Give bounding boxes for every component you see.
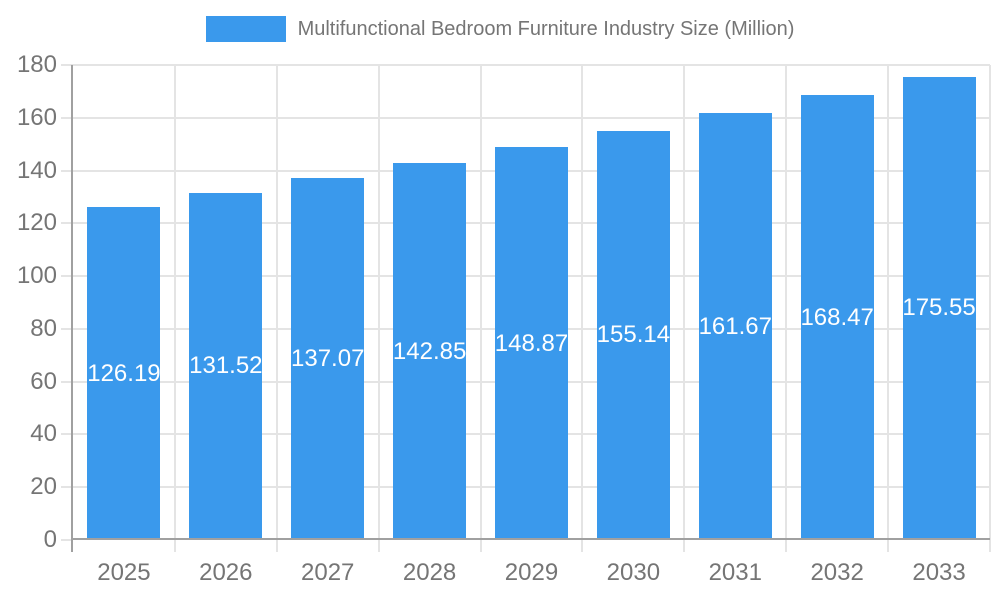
- x-axis-tick-label: 2033: [912, 559, 966, 586]
- x-axis-tick-label: 2031: [708, 559, 762, 586]
- y-axis-tick: [61, 327, 73, 330]
- y-axis-tick: [61, 64, 73, 66]
- gridline-vertical: [173, 65, 176, 552]
- gridline-vertical: [479, 65, 482, 552]
- legend: Multifunctional Bedroom Furniture Indust…: [0, 16, 1000, 42]
- x-axis-tick-label: 2025: [97, 559, 151, 586]
- y-axis-tick-label: 140: [16, 156, 57, 184]
- y-axis-tick-label: 160: [16, 103, 57, 131]
- gridline-vertical: [683, 65, 686, 552]
- bar-value-label: 126.19: [87, 359, 161, 387]
- y-axis-tick-label: 80: [30, 314, 57, 342]
- y-axis-tick: [61, 116, 73, 119]
- bar-value-label: 142.85: [392, 337, 467, 365]
- x-axis-tick-label: 2027: [301, 559, 355, 586]
- legend-item[interactable]: Multifunctional Bedroom Furniture Indust…: [205, 16, 795, 42]
- x-axis-tick-label: 2030: [606, 559, 661, 586]
- bar: 148.87: [495, 147, 568, 540]
- legend-swatch-icon: [205, 16, 286, 42]
- gridline-vertical: [377, 65, 380, 552]
- x-axis-tick-label: 2028: [402, 559, 457, 586]
- y-axis-line: [71, 65, 73, 552]
- bar: 168.47: [800, 95, 874, 540]
- bar: 137.07: [291, 178, 364, 540]
- bar: 142.85: [393, 163, 466, 540]
- x-axis-tick-label: 2026: [199, 559, 253, 586]
- x-axis-line: [73, 538, 990, 540]
- gridline-vertical: [581, 65, 584, 552]
- gridline-vertical: [785, 65, 788, 552]
- bar: 155.14: [596, 130, 671, 540]
- gridline-horizontal: [73, 64, 990, 66]
- gridline-vertical: [275, 65, 278, 552]
- bar: 161.67: [699, 113, 772, 540]
- plot-area: 126.19 131.52 137.07 142.85 148.87 155.14 161.…: [61, 64, 991, 552]
- y-axis-tick: [61, 380, 73, 383]
- y-axis-tick: [61, 275, 73, 278]
- bar-value-label: 155.14: [596, 321, 671, 349]
- y-axis-tick-label: 0: [43, 526, 57, 553]
- y-axis-tick: [61, 539, 73, 541]
- y-axis-tick-label: 40: [30, 420, 57, 448]
- y-axis-tick-label: 100: [16, 262, 57, 290]
- bar: 126.19: [87, 207, 161, 540]
- gridline-vertical: [887, 65, 890, 552]
- y-axis-tick: [61, 169, 73, 172]
- bar-value-label: 175.55: [902, 294, 976, 322]
- x-axis-tick-label: 2032: [810, 559, 864, 586]
- y-axis-tick-label: 60: [30, 367, 57, 395]
- bar-value-label: 168.47: [800, 303, 874, 331]
- y-axis-tick: [61, 486, 73, 489]
- bar-value-label: 161.67: [698, 312, 772, 340]
- legend-label: Multifunctional Bedroom Furniture Indust…: [297, 17, 795, 40]
- bar-value-label: 148.87: [494, 329, 569, 357]
- bar: 131.52: [189, 192, 263, 540]
- y-axis-tick-label: 180: [16, 51, 57, 78]
- gridline-vertical: [989, 65, 991, 552]
- y-axis-tick-label: 20: [30, 473, 57, 501]
- x-axis-tick-label: 2029: [504, 559, 559, 586]
- bar-value-label: 137.07: [291, 345, 365, 373]
- y-axis-tick: [61, 433, 73, 436]
- y-axis-tick-label: 120: [16, 209, 57, 237]
- bar-value-label: 131.52: [189, 352, 263, 380]
- y-axis-tick: [61, 222, 73, 225]
- bar: 175.55: [902, 76, 976, 540]
- gridline-horizontal: [73, 116, 990, 119]
